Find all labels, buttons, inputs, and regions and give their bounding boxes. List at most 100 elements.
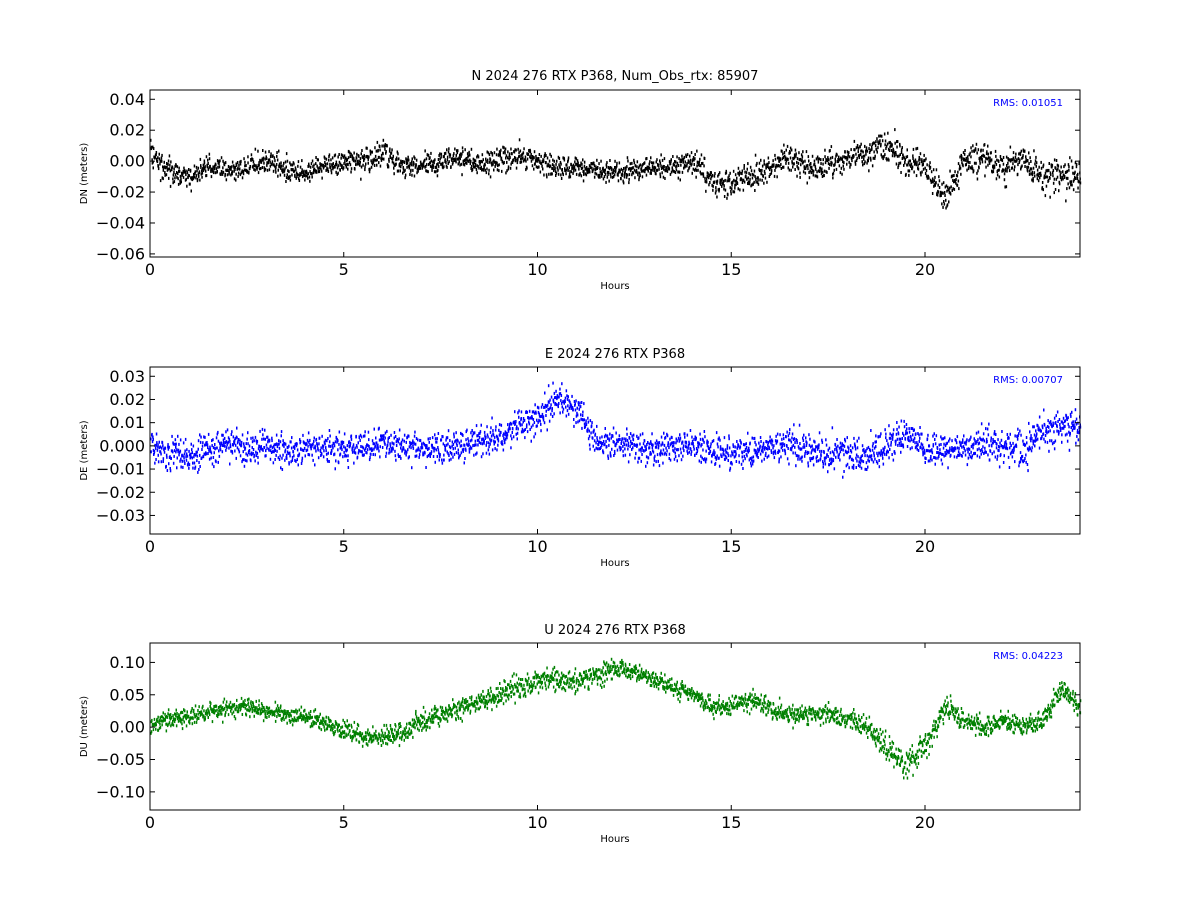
east-data-point bbox=[558, 402, 560, 405]
north-data-point bbox=[900, 151, 903, 154]
north-data-point bbox=[360, 165, 363, 169]
north-data-point bbox=[785, 148, 787, 152]
north-x-ticks: 0 5 10 15 20 bbox=[145, 90, 935, 279]
east-data-point bbox=[746, 454, 748, 458]
north-data-point bbox=[576, 164, 579, 168]
east-data-point bbox=[744, 457, 746, 461]
east-data-point bbox=[192, 461, 194, 465]
east-data-point bbox=[404, 449, 407, 453]
north-y-tick-label: −0.02 bbox=[96, 183, 145, 202]
east-data-point bbox=[617, 439, 619, 443]
north-data-point bbox=[650, 171, 652, 175]
north-data-point bbox=[946, 189, 948, 193]
north-data-point bbox=[848, 160, 850, 164]
north-data-point bbox=[322, 163, 324, 167]
north-data-point bbox=[598, 162, 600, 166]
east-data-point bbox=[347, 466, 350, 469]
north-data-point bbox=[1042, 165, 1044, 169]
east-data-point bbox=[858, 436, 860, 440]
north-data-point bbox=[804, 171, 807, 175]
north-data-point bbox=[584, 172, 587, 176]
east-data-point bbox=[452, 447, 454, 451]
north-data-point bbox=[1036, 173, 1038, 177]
east-data-point bbox=[947, 450, 949, 454]
north-data-point bbox=[293, 162, 295, 166]
north-data-point bbox=[883, 154, 885, 158]
east-data-point bbox=[855, 453, 858, 457]
east-data-point bbox=[185, 452, 188, 456]
north-data-point bbox=[787, 157, 789, 161]
north-data-point bbox=[478, 166, 480, 170]
north-data-point bbox=[548, 159, 551, 163]
east-data-point bbox=[837, 444, 839, 448]
north-data-point bbox=[694, 168, 696, 172]
east-data-point bbox=[388, 436, 390, 439]
north-data-point bbox=[992, 170, 995, 174]
east-data-point bbox=[833, 467, 836, 471]
east-data-point bbox=[973, 452, 975, 456]
north-data-point bbox=[802, 160, 804, 164]
north-data-point bbox=[282, 168, 284, 172]
east-data-point bbox=[693, 447, 695, 451]
east-data-point bbox=[556, 397, 558, 401]
north-data-point bbox=[385, 151, 387, 155]
east-data-point bbox=[176, 456, 178, 460]
north-data-point bbox=[1022, 155, 1024, 159]
east-data-point bbox=[732, 453, 734, 457]
north-data-point bbox=[589, 170, 591, 174]
east-data-point bbox=[269, 445, 271, 449]
east-data-point bbox=[387, 440, 389, 444]
east-data-point bbox=[462, 447, 465, 451]
east-data-point bbox=[935, 456, 937, 460]
north-data-point bbox=[634, 176, 636, 180]
east-data-point bbox=[766, 455, 768, 459]
north-data-point bbox=[773, 174, 776, 178]
north-data-point bbox=[888, 141, 890, 145]
east-data-point bbox=[802, 439, 805, 442]
east-data-point bbox=[203, 452, 205, 456]
east-data-point bbox=[929, 457, 932, 460]
north-data-point bbox=[542, 159, 545, 163]
north-data-point bbox=[924, 166, 926, 170]
east-data-point bbox=[911, 427, 914, 431]
north-data-point bbox=[700, 164, 702, 168]
north-data-point bbox=[749, 180, 751, 184]
east-data-point bbox=[443, 458, 445, 462]
east-data-point bbox=[275, 433, 278, 437]
east-data-point bbox=[220, 443, 222, 447]
north-data-point bbox=[821, 167, 823, 171]
north-data-point bbox=[529, 156, 532, 160]
east-data-point bbox=[691, 439, 694, 443]
north-data-point bbox=[210, 167, 212, 171]
north-data-point bbox=[278, 149, 280, 153]
east-data-point bbox=[991, 444, 993, 448]
east-data-point bbox=[723, 436, 726, 440]
north-data-point bbox=[991, 170, 994, 174]
north-data-point bbox=[815, 157, 818, 161]
north-data-point bbox=[648, 166, 651, 170]
north-data-point bbox=[1042, 163, 1045, 167]
east-data-point bbox=[751, 456, 753, 460]
east-data-point bbox=[976, 448, 979, 452]
east-data-point bbox=[800, 447, 802, 451]
east-data-point bbox=[895, 439, 897, 443]
east-data-point bbox=[862, 460, 865, 464]
north-data-point bbox=[429, 164, 432, 168]
north-data-point bbox=[522, 159, 525, 163]
north-data-point bbox=[696, 149, 698, 153]
east-data-point bbox=[428, 446, 430, 450]
north-data-point bbox=[1066, 169, 1069, 173]
north-data-point bbox=[868, 147, 870, 151]
north-data-point bbox=[759, 178, 761, 182]
north-data-point bbox=[752, 182, 754, 186]
east-data-point bbox=[837, 455, 840, 459]
east-data-point bbox=[478, 432, 480, 436]
east-data-point bbox=[878, 465, 881, 469]
east-data-point bbox=[475, 452, 477, 456]
north-data-point bbox=[938, 186, 941, 189]
north-data-point bbox=[678, 170, 681, 174]
east-data-point bbox=[672, 444, 675, 448]
north-data-point bbox=[201, 171, 204, 175]
east-data-point bbox=[165, 464, 167, 468]
north-data-point bbox=[507, 150, 509, 154]
